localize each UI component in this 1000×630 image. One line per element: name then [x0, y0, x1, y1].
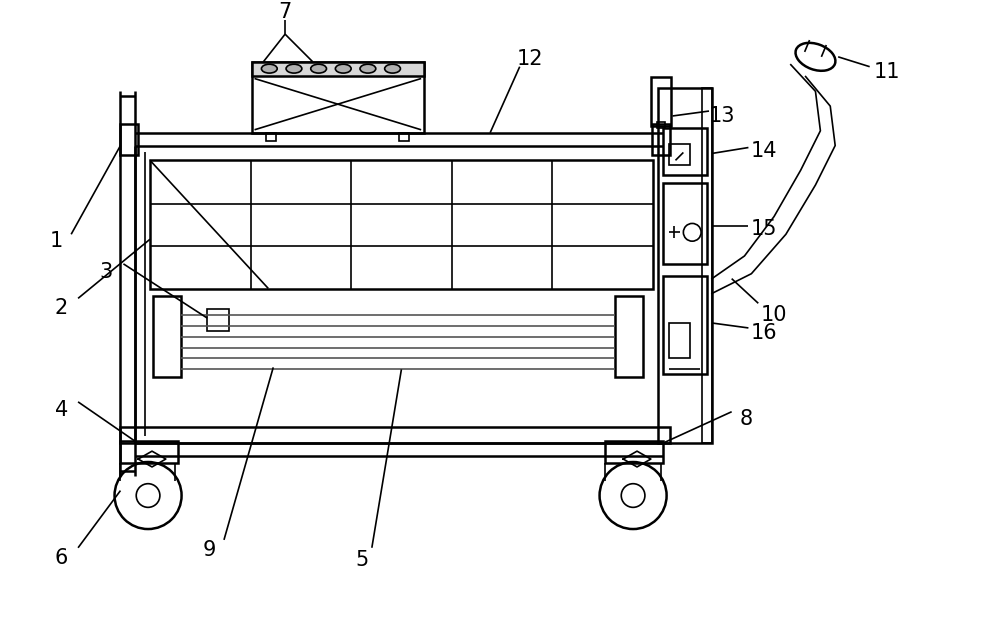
Text: 2: 2 — [55, 298, 68, 318]
Bar — [663, 128, 707, 175]
Ellipse shape — [335, 64, 351, 73]
Bar — [663, 276, 707, 374]
Bar — [150, 161, 653, 289]
Ellipse shape — [261, 64, 277, 73]
Bar — [266, 133, 276, 140]
Text: 11: 11 — [874, 62, 901, 82]
Bar — [120, 427, 670, 444]
Bar — [120, 124, 138, 156]
Bar — [153, 296, 181, 377]
Ellipse shape — [796, 43, 835, 71]
Bar — [663, 183, 707, 264]
Text: 16: 16 — [751, 323, 778, 343]
Bar — [605, 441, 663, 463]
Bar — [702, 88, 712, 444]
Text: 1: 1 — [50, 231, 63, 251]
Bar — [252, 62, 424, 133]
Bar — [651, 77, 671, 126]
Bar — [399, 133, 409, 140]
Text: 13: 13 — [709, 106, 735, 126]
Bar — [669, 144, 690, 165]
Text: 7: 7 — [278, 3, 292, 23]
Bar — [669, 323, 690, 357]
Bar — [657, 122, 665, 128]
Ellipse shape — [360, 64, 376, 73]
Text: 10: 10 — [761, 305, 787, 325]
Bar — [615, 296, 643, 377]
Ellipse shape — [286, 64, 302, 73]
Text: 5: 5 — [355, 549, 369, 570]
Text: 12: 12 — [516, 49, 543, 69]
Text: 9: 9 — [202, 540, 216, 559]
Text: 14: 14 — [751, 142, 777, 161]
Bar — [652, 124, 670, 156]
Bar — [207, 309, 229, 331]
Text: 8: 8 — [740, 409, 753, 428]
Text: 15: 15 — [751, 219, 777, 239]
Text: 4: 4 — [55, 400, 68, 420]
Text: 3: 3 — [99, 261, 112, 282]
Ellipse shape — [311, 64, 326, 73]
Bar — [658, 88, 712, 444]
Bar — [252, 62, 424, 76]
Text: 6: 6 — [55, 547, 68, 568]
Bar — [120, 441, 178, 463]
Ellipse shape — [385, 64, 400, 73]
